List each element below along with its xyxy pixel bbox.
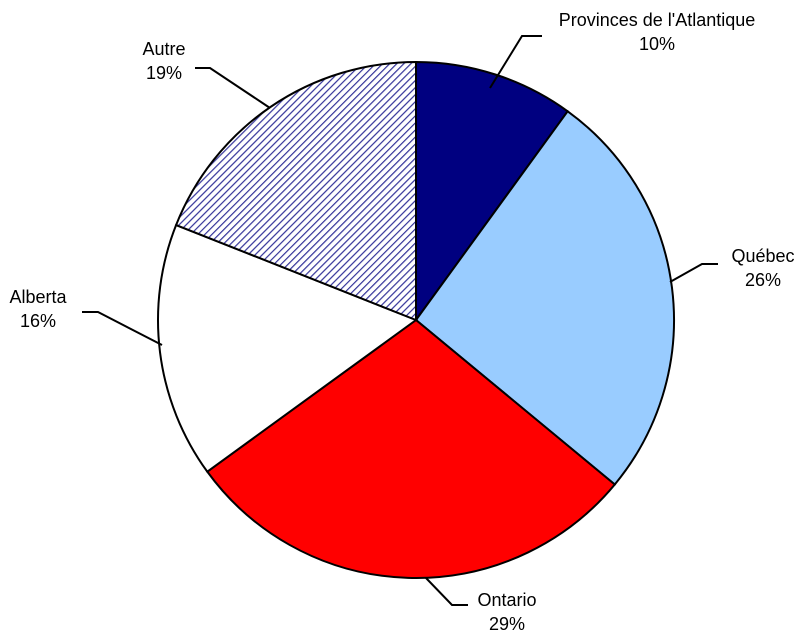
leader-lines [82, 35, 718, 606]
pie-slice-1 [414, 109, 675, 486]
leader-line-2 [425, 577, 468, 606]
slice-value-label-0: 10% [639, 34, 675, 54]
pie-slices [157, 60, 675, 579]
leader-line-3 [82, 311, 163, 346]
slice-label-2: Ontario [477, 590, 536, 610]
leader-line-4 [195, 67, 271, 109]
slice-value-label-3: 16% [20, 311, 56, 331]
pie-slice-2 [205, 318, 617, 579]
pie-slice-4 [174, 60, 417, 322]
pie-slice-3 [157, 223, 419, 474]
pie-slice-0 [415, 60, 570, 324]
slice-value-label-4: 19% [146, 63, 182, 83]
slice-labels: Provinces de l'Atlantique 10% Québec 26% Ont… [9, 10, 794, 634]
slice-value-label-2: 29% [489, 614, 525, 634]
slice-label-4: Autre [142, 39, 185, 59]
leader-line-0 [489, 35, 542, 89]
slice-value-label-1: 26% [745, 270, 781, 290]
leader-line-1 [669, 263, 718, 283]
slice-label-0: Provinces de l'Atlantique [559, 10, 756, 30]
slice-label-1: Québec [731, 246, 794, 266]
slice-label-3: Alberta [9, 287, 67, 307]
